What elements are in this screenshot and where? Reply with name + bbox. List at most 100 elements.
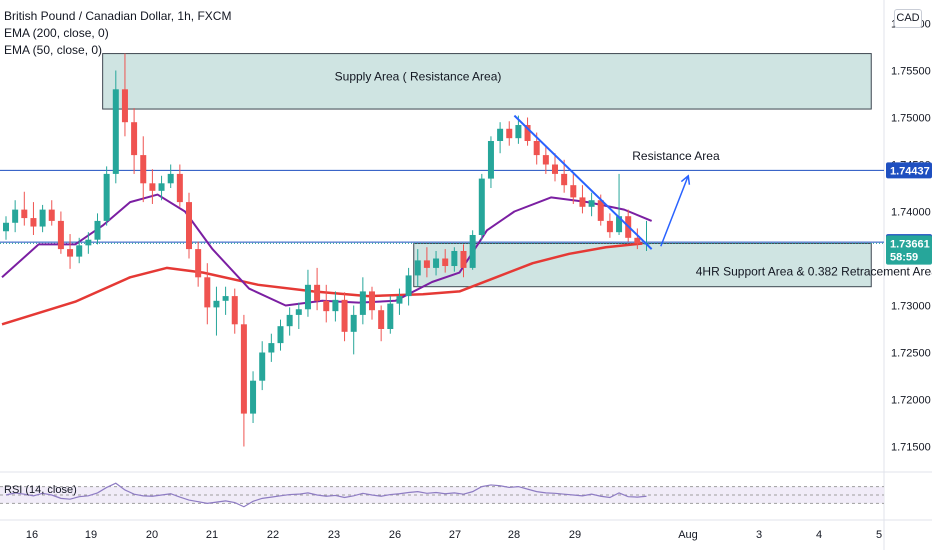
candle-body bbox=[323, 300, 330, 312]
candle-body bbox=[30, 218, 37, 227]
candle-body bbox=[250, 380, 257, 414]
candle-38 bbox=[350, 305, 357, 355]
resistance-area-label: Resistance Area bbox=[632, 149, 720, 163]
price-tick-label: 1.72000 bbox=[891, 395, 931, 407]
support-zone-label: 4HR Support Area & 0.382 Retracement Are… bbox=[696, 264, 932, 278]
candle-17 bbox=[158, 175, 165, 201]
time-tick-label: 29 bbox=[569, 529, 581, 541]
price-tag-bg bbox=[886, 162, 932, 179]
candle-36 bbox=[332, 291, 339, 322]
candle-45 bbox=[414, 249, 421, 287]
candle-35 bbox=[323, 284, 330, 323]
candle-body bbox=[204, 277, 211, 308]
resistance-arrow bbox=[660, 175, 689, 247]
rsi-line bbox=[5, 482, 647, 508]
candle-body bbox=[332, 299, 339, 312]
currency-badge[interactable]: CAD bbox=[894, 9, 922, 28]
candle-body bbox=[570, 185, 577, 198]
candle-body bbox=[552, 164, 558, 174]
candle-body bbox=[350, 314, 357, 332]
price-axis-bg bbox=[884, 0, 932, 550]
price-tag-bg bbox=[886, 248, 932, 265]
candle-37 bbox=[341, 292, 348, 342]
candle-body bbox=[57, 220, 64, 250]
candle-12 bbox=[112, 70, 119, 184]
candle-31 bbox=[286, 307, 293, 336]
candle-21 bbox=[195, 241, 202, 287]
candle-body bbox=[442, 258, 449, 267]
candle-body bbox=[195, 249, 202, 278]
candle-body bbox=[606, 220, 613, 233]
candle-body bbox=[414, 260, 421, 276]
candle-28 bbox=[259, 341, 266, 391]
candle-6 bbox=[57, 211, 64, 254]
candle-body bbox=[423, 260, 430, 268]
candle-body bbox=[240, 324, 247, 414]
candle-body bbox=[341, 299, 348, 332]
candle-22 bbox=[204, 263, 211, 325]
candle-15 bbox=[140, 136, 147, 203]
candle-body bbox=[460, 250, 467, 268]
candle-30 bbox=[277, 319, 284, 351]
time-tick-label: 23 bbox=[328, 529, 340, 541]
candle-body bbox=[387, 303, 394, 329]
candle-33 bbox=[304, 269, 311, 317]
candle-23 bbox=[213, 286, 220, 336]
candle-body bbox=[469, 235, 476, 268]
candle-51 bbox=[469, 230, 476, 270]
candle-25 bbox=[231, 288, 238, 334]
candle-body bbox=[533, 141, 540, 156]
price-tick-label: 1.75000 bbox=[891, 113, 931, 125]
candle-2 bbox=[21, 191, 28, 226]
candle-body bbox=[616, 216, 623, 233]
time-tick-label: 5 bbox=[876, 529, 882, 541]
candle-27 bbox=[250, 371, 257, 423]
candle-body bbox=[396, 296, 403, 304]
candle-body bbox=[186, 202, 192, 250]
candle-26 bbox=[240, 314, 247, 447]
candle-body bbox=[231, 296, 238, 325]
time-tick-label: 20 bbox=[146, 529, 158, 541]
time-tick-label: 27 bbox=[449, 529, 461, 541]
candle-body bbox=[140, 155, 147, 184]
price-tick-label: 1.71500 bbox=[891, 442, 931, 454]
candle-4 bbox=[39, 204, 46, 233]
candle-body bbox=[94, 220, 101, 240]
rsi-band bbox=[0, 486, 884, 504]
candle-64 bbox=[588, 192, 595, 217]
candle-32 bbox=[295, 302, 302, 329]
candle-52 bbox=[478, 173, 485, 240]
candle-body bbox=[433, 258, 440, 268]
candle-body bbox=[277, 326, 284, 344]
time-tick-label: 19 bbox=[85, 529, 97, 541]
candle-body bbox=[48, 209, 55, 221]
candle-body bbox=[487, 141, 494, 179]
candle-body bbox=[295, 309, 302, 315]
time-tick-label: 3 bbox=[756, 529, 762, 541]
candle-body bbox=[561, 173, 568, 186]
candle-body bbox=[304, 284, 311, 310]
candle-body bbox=[524, 125, 531, 141]
candle-0 bbox=[3, 216, 9, 240]
candle-62 bbox=[570, 173, 577, 204]
candle-body bbox=[176, 173, 183, 203]
candle-body bbox=[634, 237, 641, 244]
price-tag-bg bbox=[886, 235, 932, 252]
candle-57 bbox=[524, 117, 531, 146]
candle-body bbox=[76, 245, 83, 257]
candle-46 bbox=[423, 247, 430, 278]
candle-66 bbox=[606, 213, 613, 238]
candle-10 bbox=[94, 213, 101, 245]
candle-body bbox=[39, 209, 46, 227]
candle-3 bbox=[30, 202, 37, 235]
time-tick-label: 22 bbox=[267, 529, 279, 541]
candle-40 bbox=[369, 286, 375, 320]
candle-body bbox=[478, 178, 485, 235]
time-tick-label: 26 bbox=[389, 529, 401, 541]
time-tick-label: Aug bbox=[678, 529, 698, 541]
price-tag-label: 58:59 bbox=[890, 252, 918, 264]
candle-body bbox=[451, 250, 458, 267]
candle-body bbox=[131, 122, 138, 156]
candle-body bbox=[222, 296, 229, 301]
ema200-legend: EMA (200, close, 0) bbox=[4, 26, 109, 40]
